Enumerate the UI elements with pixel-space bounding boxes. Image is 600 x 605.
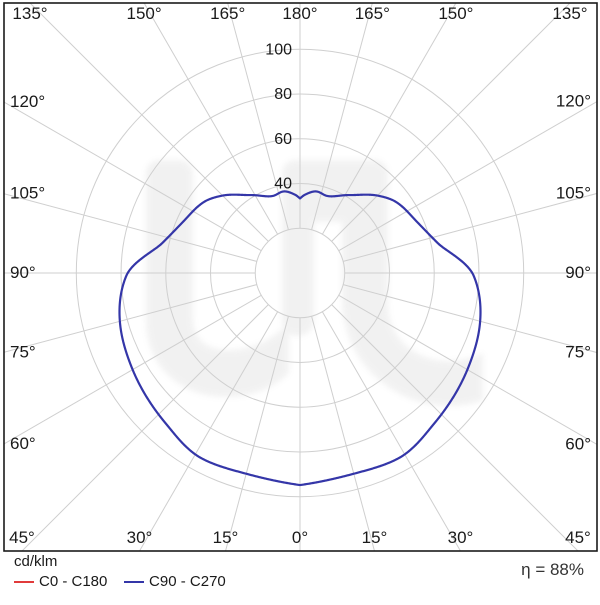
svg-text:30°: 30° [127, 528, 153, 547]
svg-text:105°: 105° [556, 183, 591, 202]
svg-text:80: 80 [274, 86, 292, 103]
svg-text:120°: 120° [10, 92, 45, 111]
svg-text:135°: 135° [12, 4, 47, 23]
svg-text:165°: 165° [355, 4, 390, 23]
svg-text:165°: 165° [210, 4, 245, 23]
svg-text:100: 100 [265, 41, 292, 58]
svg-text:75°: 75° [10, 342, 36, 361]
svg-text:60°: 60° [565, 435, 591, 454]
svg-text:135°: 135° [552, 4, 587, 23]
svg-text:40: 40 [274, 176, 292, 193]
svg-text:90°: 90° [565, 263, 591, 282]
svg-text:105°: 105° [10, 184, 45, 203]
svg-text:45°: 45° [565, 528, 591, 547]
svg-text:30°: 30° [448, 528, 474, 547]
svg-text:150°: 150° [438, 4, 473, 23]
svg-text:15°: 15° [362, 528, 388, 547]
svg-text:60: 60 [274, 131, 292, 148]
svg-text:0°: 0° [292, 528, 308, 547]
svg-text:90°: 90° [10, 263, 36, 282]
svg-text:120°: 120° [556, 92, 591, 111]
svg-text:60°: 60° [10, 434, 36, 453]
svg-text:45°: 45° [9, 528, 35, 547]
svg-text:75°: 75° [565, 343, 591, 362]
svg-text:180°: 180° [282, 4, 317, 23]
svg-text:150°: 150° [127, 4, 162, 23]
svg-text:15°: 15° [213, 528, 239, 547]
